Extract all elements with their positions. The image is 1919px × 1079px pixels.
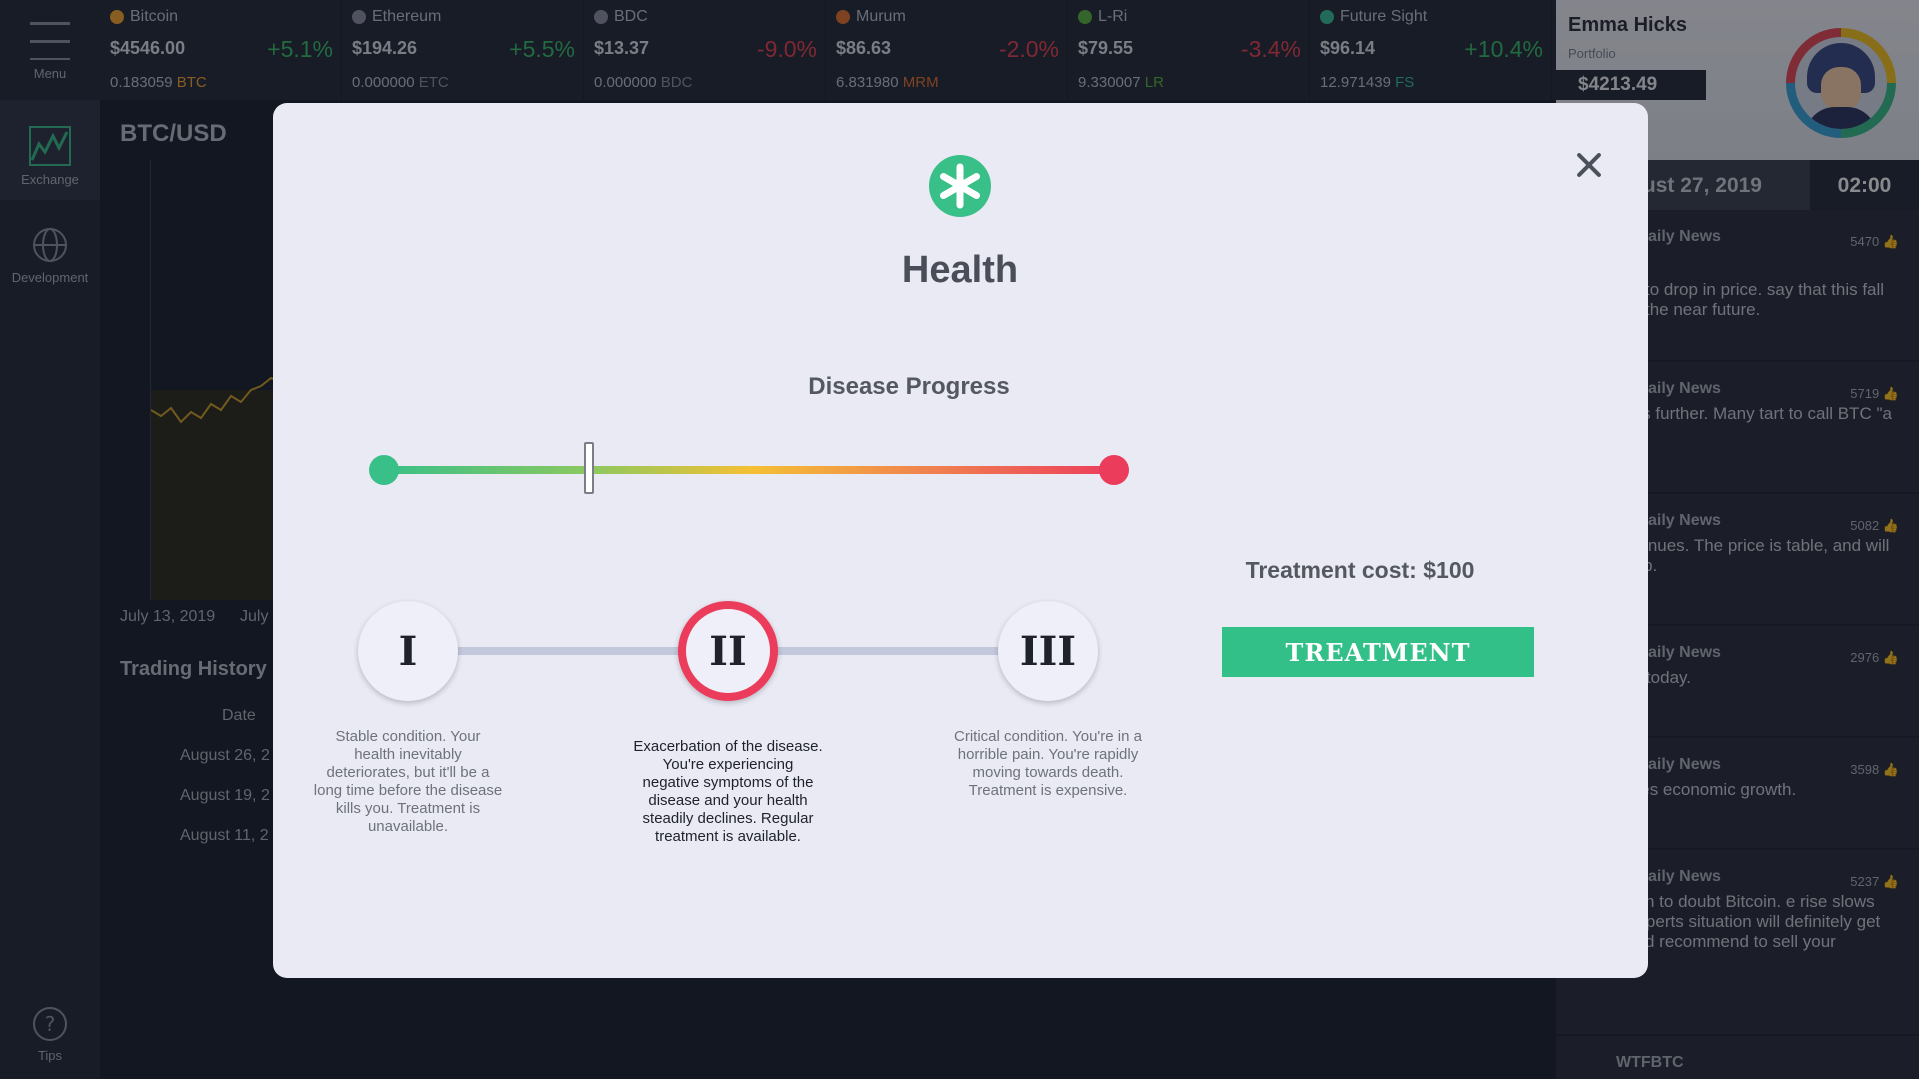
coin-holding: 6.831980 MRM	[836, 74, 939, 91]
coin-name: Ethereum	[352, 8, 573, 26]
thumbs-up-icon: 👍	[1882, 650, 1899, 665]
menu-icon	[30, 22, 70, 60]
coin-icon	[836, 10, 850, 24]
coin-icon	[110, 10, 124, 24]
portfolio-label: Portfolio	[1568, 46, 1616, 61]
thumbs-up-icon: 👍	[1882, 386, 1899, 401]
thumbs-up-icon: 👍	[1882, 762, 1899, 777]
exchange-chart-icon	[29, 126, 71, 166]
exchange-label: Exchange	[21, 172, 79, 187]
stage-3-description: Critical condition. You're in a horrible…	[954, 728, 1142, 799]
coin-price: $96.14	[1320, 38, 1376, 58]
news-likes: 2976 👍	[1850, 650, 1899, 665]
x-axis-date-1: July 13, 2019	[120, 608, 216, 625]
news-likes: 5719 👍	[1850, 386, 1899, 401]
table-row: August 19, 2	[180, 787, 270, 804]
thumbs-up-icon: 👍	[1882, 234, 1899, 249]
player-name: Emma Hicks	[1568, 14, 1687, 36]
news-likes: 5082 👍	[1850, 518, 1899, 533]
stage-1-description: Stable condition. Your health inevitably…	[313, 728, 503, 835]
avatar[interactable]	[1786, 28, 1896, 138]
menu-label: Menu	[33, 66, 67, 81]
coin-change: -9.0%	[756, 36, 817, 62]
stage-1-circle: I	[358, 601, 458, 701]
progress-track	[383, 466, 1119, 474]
coin-icon	[1078, 10, 1092, 24]
stage-3-circle: III	[998, 601, 1098, 701]
coin-change: -2.0%	[998, 36, 1059, 62]
current-time: 02:00	[1810, 160, 1919, 210]
coin-holding: 0.183059 BTC	[110, 74, 207, 91]
coin-icon	[352, 10, 366, 24]
coin-bdc[interactable]: BDC $13.37 -9.0% 0.000000 BDC	[584, 0, 826, 100]
coin-etc[interactable]: Ethereum $194.26 +5.5% 0.000000 ETC	[342, 0, 584, 100]
globe-icon	[33, 228, 67, 262]
development-label: Development	[11, 270, 89, 285]
coin-change: +5.1%	[267, 36, 333, 62]
thumbs-up-icon: 👍	[1882, 518, 1899, 533]
thumbs-up-icon: 👍	[1882, 874, 1899, 889]
disease-progress-bar	[369, 442, 1129, 494]
trading-history-date-header: Date	[222, 707, 256, 724]
news-likes: 5237 👍	[1850, 874, 1899, 889]
coin-icon	[1320, 10, 1334, 24]
progress-end-dot	[1099, 455, 1129, 485]
coin-mrm[interactable]: Murum $86.63 -2.0% 6.831980 MRM	[826, 0, 1068, 100]
coin-name: Future Sight	[1320, 8, 1541, 26]
modal-title: Health	[901, 249, 1019, 291]
coin-fs[interactable]: Future Sight $96.14 +10.4% 12.971439 FS	[1310, 0, 1552, 100]
news-source: WTFBTC	[1616, 1054, 1684, 1071]
news-likes: 3598 👍	[1850, 762, 1899, 777]
coin-price: $79.55	[1078, 38, 1134, 58]
trading-history-title: Trading History	[120, 658, 267, 680]
left-nav: Menu Exchange Development ? Tips	[0, 0, 100, 1079]
help-icon: ?	[33, 1007, 67, 1041]
tips-label: Tips	[37, 1048, 63, 1063]
disease-progress-label: Disease Progress	[808, 373, 1010, 400]
table-row: August 26, 2	[180, 747, 270, 764]
coin-name: Bitcoin	[110, 8, 331, 26]
current-date: ust 27, 2019	[1642, 174, 1762, 197]
medical-asterisk-icon	[929, 155, 991, 217]
coin-holding: 0.000000 ETC	[352, 74, 449, 91]
coin-lr[interactable]: L-Ri $79.55 -3.4% 9.330007 LR	[1068, 0, 1310, 100]
coin-holding: 12.971439 FS	[1320, 74, 1415, 91]
coin-icon	[594, 10, 608, 24]
svg-text:?: ?	[45, 1012, 56, 1036]
news-likes: 5470 👍	[1850, 234, 1899, 249]
coin-change: -3.4%	[1240, 36, 1301, 62]
coin-price: $13.37	[594, 38, 650, 58]
treatment-button[interactable]: TREATMENT	[1222, 627, 1534, 677]
progress-start-dot	[369, 455, 399, 485]
coin-price: $194.26	[352, 38, 418, 58]
treatment-cost: Treatment cost: $100	[1245, 557, 1475, 583]
coin-holding: 9.330007 LR	[1078, 74, 1164, 91]
close-button[interactable]	[1567, 143, 1611, 187]
coin-price: $86.63	[836, 38, 892, 58]
x-axis-date-2: July	[240, 608, 269, 625]
stage-2-circle: II	[678, 601, 778, 701]
coin-name: Murum	[836, 8, 1057, 26]
coin-name: L-Ri	[1078, 8, 1299, 26]
coin-change: +5.5%	[509, 36, 575, 62]
stage-2-description: Exacerbation of the disease. You're expe…	[633, 738, 823, 845]
coin-btc[interactable]: Bitcoin $4546.00 +5.1% 0.183059 BTC	[100, 0, 342, 100]
coin-holding: 0.000000 BDC	[594, 74, 693, 91]
pair-title: BTC/USD	[120, 120, 227, 147]
coin-price: $4546.00	[110, 38, 186, 58]
progress-marker	[584, 442, 595, 494]
coin-change: +10.4%	[1464, 36, 1543, 62]
nav-development[interactable]: Development	[0, 226, 100, 296]
coin-ticker: Bitcoin $4546.00 +5.1% 0.183059 BTC Ethereum…	[100, 0, 1556, 100]
health-modal: Health Disease Progress I Stable conditio…	[273, 103, 1648, 978]
news-item[interactable]: WTFBTC	[1556, 1036, 1919, 1079]
menu-button[interactable]: Menu	[0, 20, 100, 90]
tips-button[interactable]: ? Tips	[0, 1006, 100, 1066]
portfolio-balance: $4213.49	[1556, 70, 1706, 100]
table-row: August 11, 2	[180, 827, 269, 844]
nav-exchange[interactable]: Exchange	[0, 100, 100, 200]
coin-name: BDC	[594, 8, 815, 26]
